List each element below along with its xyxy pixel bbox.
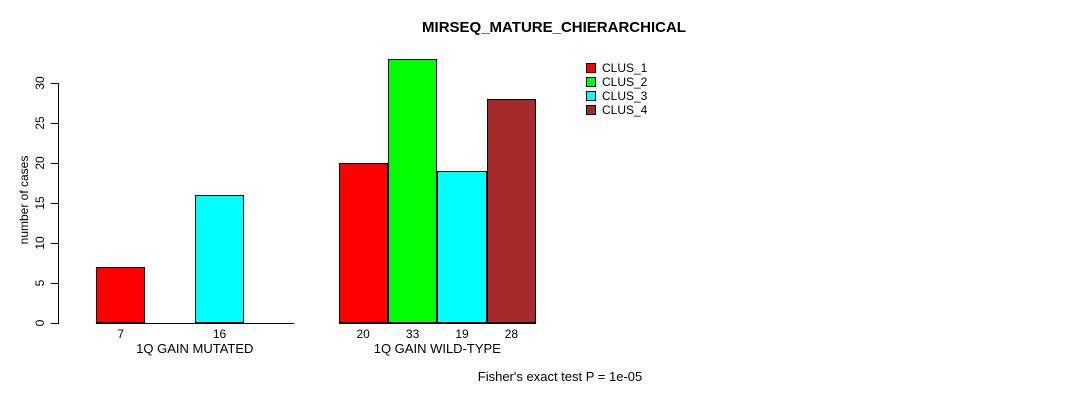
legend-swatch-clus-1 xyxy=(586,63,596,73)
legend-swatch-clus-3 xyxy=(586,91,596,101)
bar-value-label: 16 xyxy=(212,327,227,341)
legend-item-clus-3: CLUS_3 xyxy=(586,89,647,103)
legend-swatch-clus-4 xyxy=(586,105,596,115)
bar-value-label: 20 xyxy=(356,327,370,341)
bar-value-label: 19 xyxy=(455,327,469,341)
y-axis-tick xyxy=(51,283,58,284)
legend-swatch-clus-2 xyxy=(586,77,596,87)
bar-clus_3-2 xyxy=(437,171,487,323)
legend-label-clus-4: CLUS_4 xyxy=(602,103,648,117)
y-axis-tick xyxy=(51,83,58,84)
legend-item-clus-4: CLUS_4 xyxy=(586,103,647,117)
x-axis-baseline xyxy=(96,323,294,324)
chart-title: MIRSEQ_MATURE_CHIERARCHICAL xyxy=(422,19,686,36)
bar-value-label: 7 xyxy=(117,327,125,341)
y-axis-tick xyxy=(51,203,58,204)
y-axis-tick-label: 15 xyxy=(33,196,47,210)
bar-clus_1-1 xyxy=(96,267,146,323)
y-axis-tick-label: 0 xyxy=(33,319,47,327)
y-axis-tick-label: 30 xyxy=(33,76,47,90)
legend-label-clus-1: CLUS_1 xyxy=(602,61,648,75)
bar-clus_3-1 xyxy=(194,195,245,323)
y-axis-line xyxy=(58,83,59,324)
y-axis-tick xyxy=(51,123,58,124)
y-axis-tick xyxy=(51,323,58,324)
legend-label-clus-3: CLUS_3 xyxy=(602,89,648,103)
bar-clus_4-2 xyxy=(486,99,537,323)
x-axis-category-label: 1Q GAIN MUTATED xyxy=(136,341,254,356)
y-axis-tick-label: 25 xyxy=(33,116,47,130)
legend-item-clus-1: CLUS_1 xyxy=(586,61,647,75)
y-axis-tick-label: 5 xyxy=(33,279,47,287)
legend: CLUS_1 CLUS_2 CLUS_3 CLUS_4 xyxy=(586,61,647,117)
bar-value-label: 33 xyxy=(405,327,420,341)
x-axis-baseline xyxy=(338,323,537,324)
y-axis-tick xyxy=(51,243,58,244)
y-axis-tick-label: 10 xyxy=(33,236,47,250)
x-axis-category-label: 1Q GAIN WILD-TYPE xyxy=(373,341,501,356)
legend-item-clus-2: CLUS_2 xyxy=(586,75,647,89)
legend-label-clus-2: CLUS_2 xyxy=(602,75,648,89)
bar-value-label: 28 xyxy=(504,327,519,341)
annotation-fishers-exact-test: Fisher's exact test P = 1e-05 xyxy=(477,369,643,384)
y-axis-tick-label: 20 xyxy=(33,156,47,170)
bar-clus_1-2 xyxy=(338,163,388,323)
y-axis-tick xyxy=(51,163,58,164)
bar-clus_2-2 xyxy=(387,59,438,323)
